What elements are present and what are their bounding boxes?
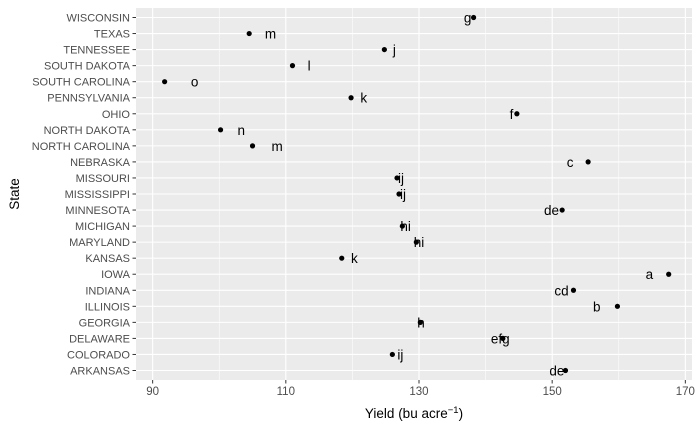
data-point: [470, 14, 477, 21]
significance-letter: ij: [397, 347, 403, 362]
significance-letter: f: [510, 107, 514, 122]
data-point: [570, 287, 577, 293]
y-tick-label: WISCONSIN: [66, 13, 130, 25]
data-point: [514, 111, 520, 117]
data-point: [399, 223, 405, 229]
x-tick-label: 150: [543, 386, 562, 398]
significance-letter: hi: [400, 219, 411, 234]
significance-letter: m: [272, 139, 283, 154]
significance-letter: n: [237, 123, 245, 138]
x-axis-title-main: Yield (bu acre: [365, 406, 448, 421]
data-point: [381, 46, 387, 53]
y-tick-label: IOWA: [101, 269, 131, 281]
data-point: [413, 239, 419, 245]
significance-letter: a: [646, 267, 654, 282]
significance-letter: hi: [414, 235, 425, 250]
y-tick-label: MICHIGAN: [75, 221, 130, 233]
y-tick-label: TENNESSEE: [63, 45, 130, 57]
y-tick-label: INDIANA: [85, 285, 130, 297]
x-tick-label: 90: [146, 386, 159, 398]
significance-letter: c: [567, 155, 574, 170]
data-point: [246, 30, 252, 37]
significance-letter: ij: [398, 171, 404, 186]
data-point: [562, 367, 569, 374]
data-point: [249, 143, 256, 149]
x-tick-label: 130: [409, 386, 428, 398]
x-tick-label: 110: [277, 386, 295, 398]
y-tick-label: NEBRASKA: [70, 157, 131, 169]
data-point: [614, 303, 621, 309]
y-tick-label: ARKANSAS: [70, 366, 130, 378]
significance-letter: efg: [491, 331, 510, 346]
significance-letter: g: [464, 11, 472, 26]
y-tick-label: MISSOURI: [76, 173, 130, 185]
y-tick-label: ILLINOIS: [85, 301, 130, 313]
y-tick-label: MISSISSIPPI: [65, 189, 130, 201]
y-axis-title: State: [7, 178, 22, 210]
y-tick-label: MARYLAND: [69, 237, 130, 249]
data-point: [389, 351, 395, 358]
data-point: [585, 159, 591, 165]
x-tick-label: 170: [676, 386, 695, 398]
significance-letter: m: [265, 27, 276, 42]
data-point: [417, 319, 423, 325]
x-axis-title: Yield (bu acre−1): [365, 405, 463, 421]
significance-letter: cd: [554, 283, 568, 298]
x-axis-title-superscript: −1: [448, 405, 459, 416]
data-point: [348, 95, 354, 101]
y-tick-label: NORTH CAROLINA: [32, 141, 131, 153]
y-tick-label: GEORGIA: [79, 317, 131, 329]
data-point: [559, 207, 565, 213]
y-tick-label: DELAWARE: [69, 333, 130, 345]
significance-letter: l: [308, 59, 311, 74]
data-point: [394, 175, 400, 181]
data-point: [217, 127, 224, 133]
y-tick-label: TEXAS: [94, 29, 130, 41]
significance-letter: k: [351, 251, 358, 266]
y-tick-label: MINNESOTA: [65, 205, 130, 217]
y-tick-label: SOUTH CAROLINA: [32, 77, 130, 89]
data-point: [289, 63, 296, 69]
y-tick-label: COLORADO: [67, 349, 130, 361]
significance-letter: h: [417, 315, 425, 330]
significance-letter: j: [392, 43, 396, 58]
y-tick-label: OHIO: [102, 109, 131, 121]
y-tick-label: PENNSYLVANIA: [47, 93, 130, 105]
data-point: [339, 255, 345, 261]
data-point: [500, 335, 506, 342]
data-point: [396, 191, 402, 197]
significance-letter: de: [549, 364, 564, 379]
data-point: [666, 271, 672, 277]
data-point: [162, 79, 168, 85]
y-tick-label: NORTH DAKOTA: [44, 125, 131, 137]
significance-letter: ij: [400, 187, 406, 202]
significance-letter: de: [544, 203, 559, 218]
significance-letter: o: [191, 75, 199, 90]
significance-letter: k: [360, 91, 367, 106]
y-tick-label: KANSAS: [85, 253, 130, 265]
x-axis-title-close: ): [459, 406, 464, 421]
y-tick-label: SOUTH DAKOTA: [44, 61, 131, 73]
significance-letter: b: [593, 299, 601, 314]
